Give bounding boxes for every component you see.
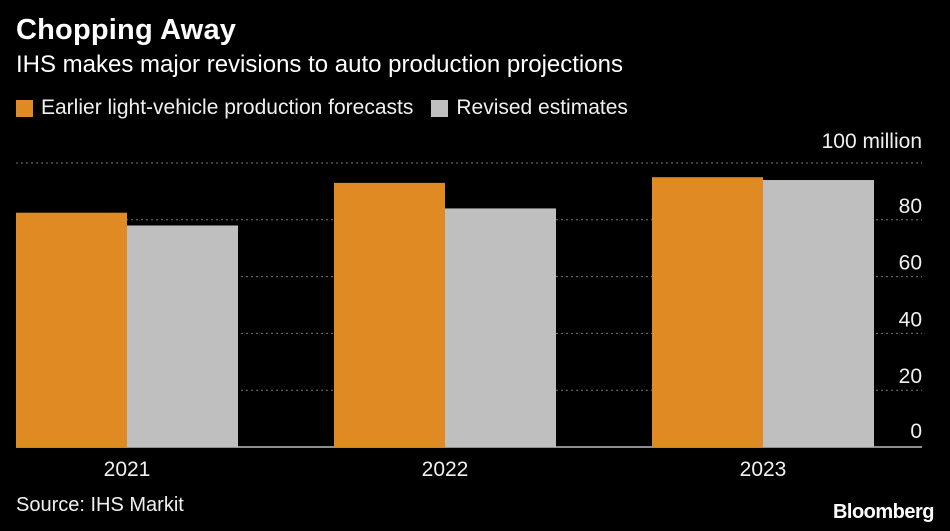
y-axis-labels: 0 20 40 60 80 [899,195,922,443]
y-tick-label-20: 20 [899,365,922,388]
chart-subtitle: IHS makes major revisions to auto produc… [16,51,623,78]
unit-label: 100 million [822,130,922,153]
legend-item-revised: Revised estimates [431,96,628,120]
y-tick-label-0: 0 [910,420,922,443]
bar-revised-2022 [445,208,556,447]
legend-label-revised: Revised estimates [456,96,628,119]
x-tick-label-2022: 2022 [422,458,469,481]
bar-revised-2023 [763,180,874,448]
y-tick-label-60: 60 [899,252,922,275]
legend-label-earlier: Earlier light-vehicle production forecas… [41,96,414,119]
x-tick-label-2021: 2021 [104,458,151,481]
x-tick-label-2023: 2023 [740,458,787,481]
source-note: Source: IHS Markit [16,494,184,516]
chart-title: Chopping Away [16,14,237,46]
y-tick-label-80: 80 [899,195,922,218]
y-tick-label-40: 40 [899,308,922,331]
bar-earlier-2023 [652,177,763,447]
legend-swatch-earlier [16,99,33,117]
bloomberg-logo: Bloomberg [832,501,935,523]
x-axis-labels: 2021 2022 2023 [104,458,787,481]
legend-swatch-revised [431,99,449,117]
bar-earlier-2021 [16,212,127,447]
bars [16,177,874,448]
bar-revised-2021 [127,225,238,447]
legend-item-earlier: Earlier light-vehicle production forecas… [16,96,413,120]
bar-earlier-2022 [334,182,445,447]
legend: Earlier light-vehicle production forecas… [16,96,646,120]
